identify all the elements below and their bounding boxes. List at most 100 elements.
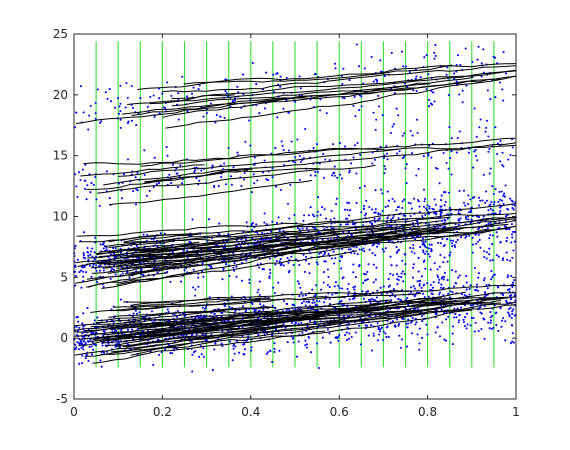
scatter-point xyxy=(404,307,407,310)
scatter-point xyxy=(257,333,260,336)
scatter-point xyxy=(452,239,455,242)
scatter-point xyxy=(307,335,310,338)
scatter-point xyxy=(125,82,128,85)
scatter-point xyxy=(341,96,344,99)
scatter-point xyxy=(108,88,111,91)
scatter-point xyxy=(192,86,195,89)
scatter-point xyxy=(281,144,284,147)
scatter-point xyxy=(359,343,362,346)
scatter-point xyxy=(487,135,490,138)
y-tick-label: 5 xyxy=(60,270,68,284)
scatter-point xyxy=(474,321,477,324)
scatter-point xyxy=(438,182,441,185)
scatter-point xyxy=(511,310,514,313)
scatter-point xyxy=(118,105,121,108)
scatter-point xyxy=(372,243,375,246)
scatter-point xyxy=(477,272,480,275)
scatter-point xyxy=(508,288,511,291)
scatter-point xyxy=(364,212,368,215)
scatter-point xyxy=(311,213,314,216)
scatter-point xyxy=(469,284,472,287)
scatter-point xyxy=(170,182,173,185)
scatter-point xyxy=(215,114,218,117)
scatter-point xyxy=(313,301,316,304)
scatter-point xyxy=(100,120,103,123)
scatter-point xyxy=(507,274,510,277)
scatter-point xyxy=(445,161,448,165)
scatter-point xyxy=(464,47,467,50)
scatter-point xyxy=(311,288,314,291)
scatter-point xyxy=(473,107,476,110)
scatter-point xyxy=(455,316,458,319)
scatter-point xyxy=(75,111,78,114)
scatter-point xyxy=(355,246,358,249)
scatter-point xyxy=(418,327,421,330)
scatter-point xyxy=(374,208,377,211)
track-line xyxy=(165,75,517,129)
scatter-point xyxy=(493,200,496,203)
scatter-point xyxy=(346,201,349,204)
scatter-point xyxy=(486,226,489,230)
track-line xyxy=(80,164,205,177)
scatter-point xyxy=(409,291,412,294)
scatter-point xyxy=(99,243,102,246)
track-line xyxy=(123,292,422,303)
scatter-point xyxy=(382,330,385,333)
scatter-point xyxy=(374,254,377,257)
scatter-point xyxy=(181,75,184,78)
scatter-point xyxy=(340,300,343,303)
scatter-point xyxy=(348,171,351,174)
scatter-point xyxy=(449,290,452,293)
scatter-point xyxy=(352,286,355,289)
scatter-point xyxy=(351,297,354,300)
scatter-point xyxy=(440,283,443,286)
scatter-point xyxy=(465,217,468,220)
scatter-point xyxy=(305,255,308,259)
scatter-point xyxy=(402,65,405,68)
scatter-point xyxy=(268,277,271,280)
scatter-point xyxy=(274,147,277,150)
scatter-point xyxy=(415,321,418,324)
scatter-point xyxy=(227,232,230,235)
scatter-point xyxy=(488,204,491,207)
scatter-point xyxy=(80,342,83,345)
scatter-point xyxy=(313,215,316,218)
scatter-point xyxy=(294,100,297,103)
scatter-point xyxy=(420,315,424,318)
scatter-point xyxy=(177,118,180,121)
scatter-point xyxy=(362,247,365,250)
scatter-point xyxy=(319,109,322,112)
scatter-point xyxy=(468,211,471,214)
scatter-point xyxy=(425,88,428,91)
scatter-point xyxy=(453,307,456,310)
scatter-point xyxy=(498,190,501,193)
scatter-point xyxy=(443,243,446,247)
scatter-point xyxy=(245,309,248,312)
scatter-point xyxy=(258,280,261,283)
scatter-point xyxy=(339,255,342,258)
scatter-point xyxy=(90,345,93,348)
scatter-point xyxy=(448,206,451,209)
scatter-point xyxy=(384,167,387,171)
scatter-point xyxy=(395,318,399,321)
scatter-point xyxy=(427,73,430,76)
scatter-point xyxy=(323,260,326,263)
scatter-point xyxy=(152,363,155,366)
scatter-point xyxy=(380,326,383,329)
scatter-point xyxy=(404,263,407,266)
scatter-point xyxy=(447,167,450,170)
scatter-point xyxy=(417,270,420,273)
scatter-point xyxy=(471,243,475,246)
scatter-point xyxy=(109,277,112,280)
scatter-point xyxy=(191,218,194,221)
scatter-point xyxy=(254,308,258,311)
track-line xyxy=(97,306,273,322)
scatter-point xyxy=(354,331,357,334)
scatter-point xyxy=(496,152,499,156)
scatter-point xyxy=(370,324,373,327)
scatter-point xyxy=(404,65,407,68)
scatter-point xyxy=(406,85,409,88)
scatter-point xyxy=(372,111,375,114)
scatter-point xyxy=(228,305,231,308)
scatter-point xyxy=(233,352,236,355)
